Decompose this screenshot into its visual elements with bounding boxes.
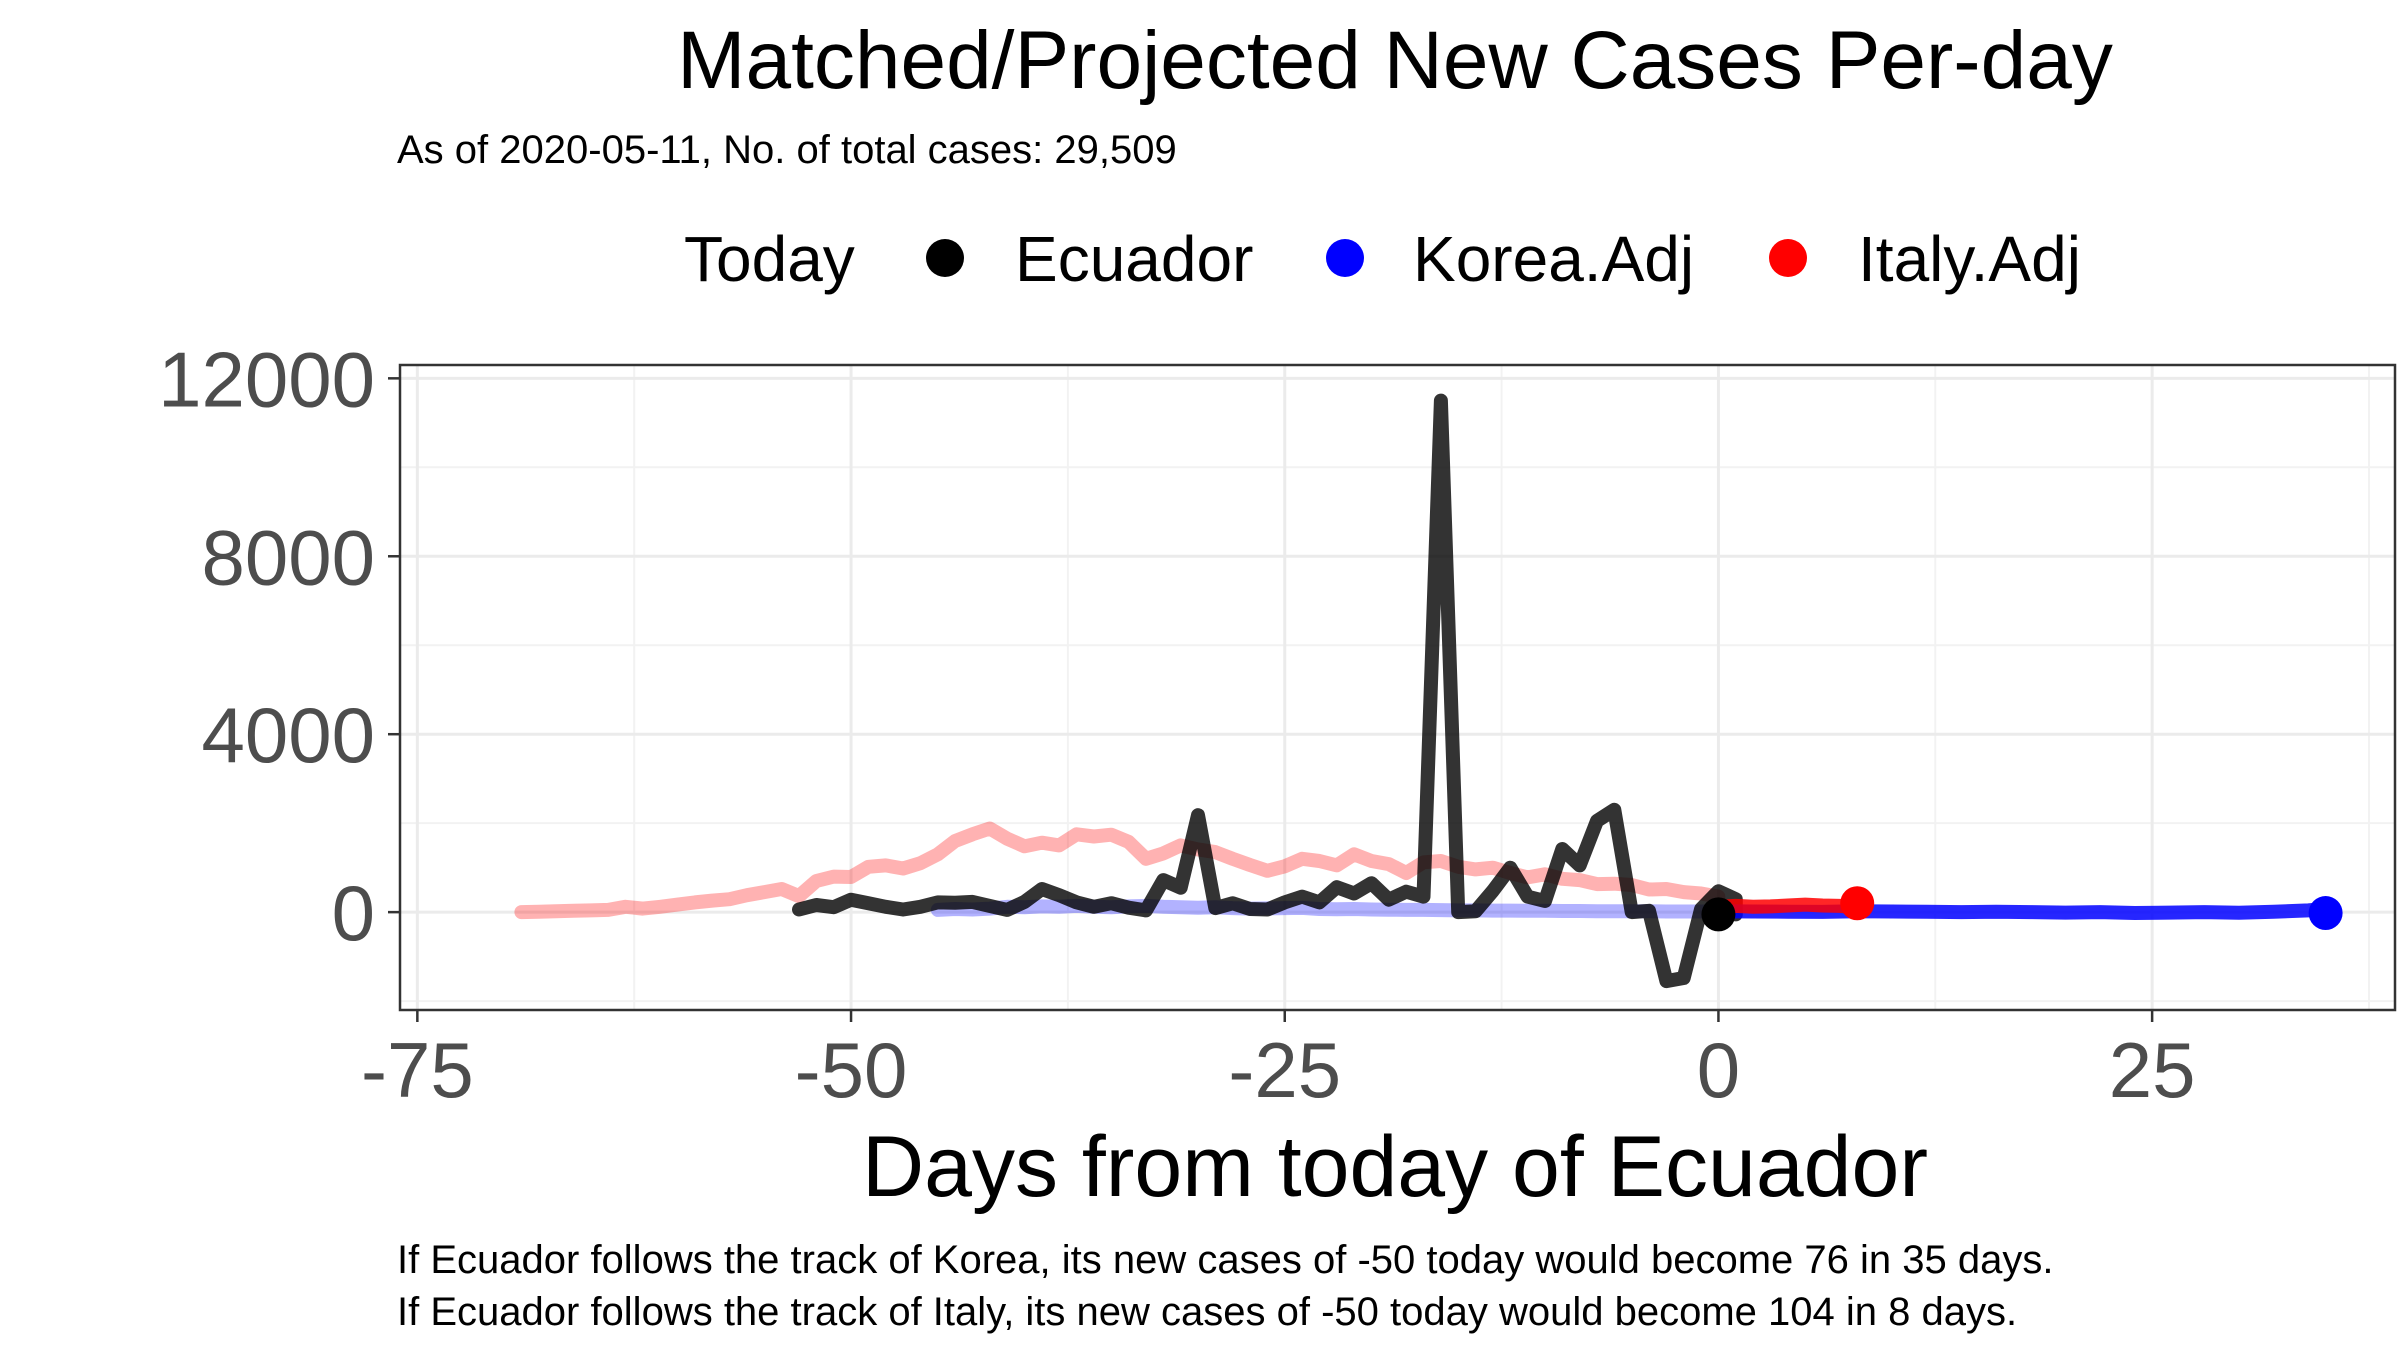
x-tick-label: -50 — [795, 1026, 908, 1114]
chart-subtitle: As of 2020-05-11, No. of total cases: 29… — [397, 128, 1177, 172]
series-layer — [514, 393, 2343, 989]
x-tick-label: -25 — [1228, 1026, 1341, 1114]
legend-key-italy — [1769, 239, 1807, 277]
y-tick-label: 4000 — [201, 691, 375, 779]
y-tick-label: 12000 — [158, 335, 375, 423]
series-projection-italy-adj — [1711, 897, 1865, 915]
legend-key-ecuador — [926, 239, 964, 277]
x-tick-label: -75 — [361, 1026, 474, 1114]
x-tick-label: 25 — [2109, 1026, 2196, 1114]
y-tick-label: 0 — [332, 869, 375, 957]
series-point-ecuador — [1701, 897, 1736, 932]
legend-label-ecuador: Ecuador — [1015, 223, 1253, 295]
legend-title: Today — [684, 223, 855, 295]
legend-label-korea: Korea.Adj — [1413, 223, 1694, 295]
plot-border — [398, 363, 2397, 1012]
chart-title: Matched/Projected New Cases Per-day — [677, 15, 2113, 106]
y-tick-label: 8000 — [201, 513, 375, 601]
series-point-italy-adj — [1840, 886, 1875, 921]
x-axis-title: Days from today of Ecuador — [862, 1119, 1928, 1215]
series-line-korea-adj — [930, 898, 1726, 919]
caption-line-1: If Ecuador follows the track of Korea, i… — [397, 1238, 2053, 1282]
series-point-korea-adj — [2308, 896, 2343, 931]
legend-label-italy: Italy.Adj — [1858, 223, 2081, 295]
series-line-ecuador — [792, 393, 1743, 989]
y-axis: 0 4000 8000 12000 — [158, 335, 400, 957]
x-axis: -75 -50 -25 0 25 — [361, 1010, 2196, 1114]
x-tick-label: 0 — [1697, 1026, 1740, 1114]
legend-key-korea — [1326, 239, 1364, 277]
legend: Today Ecuador Korea.Adj Italy.Adj — [684, 223, 2081, 295]
caption-line-2: If Ecuador follows the track of Italy, i… — [397, 1290, 2017, 1334]
